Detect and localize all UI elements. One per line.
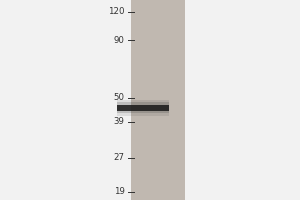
Text: KDa: KDa [107,0,124,2]
Text: 50: 50 [113,93,124,102]
Text: 120: 120 [108,7,124,17]
Bar [117,100,169,116]
Text: 27: 27 [113,153,124,162]
Bar [117,105,169,111]
Text: 19: 19 [114,188,124,196]
Text: 90: 90 [114,36,124,45]
Text: 39: 39 [114,117,124,126]
Bar [130,0,184,200]
Bar [117,102,169,113]
